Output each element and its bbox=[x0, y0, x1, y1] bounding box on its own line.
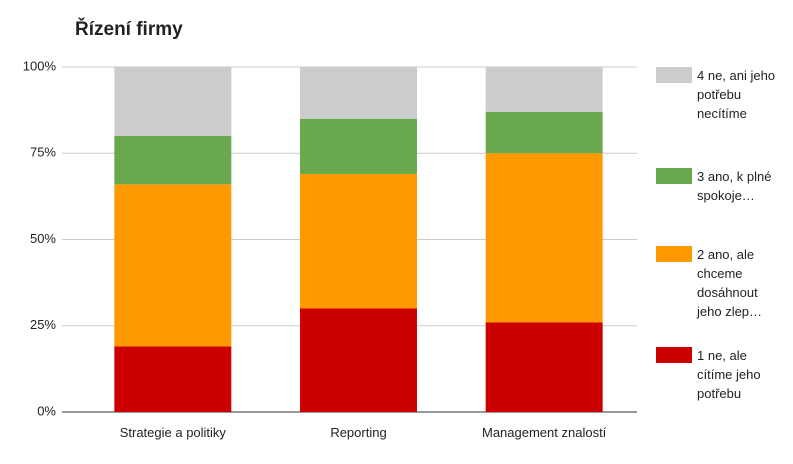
bar-segment bbox=[300, 308, 417, 412]
legend-label: 1 ne, ale cítíme jeho potřebu bbox=[697, 348, 761, 401]
legend-swatch bbox=[656, 347, 692, 363]
legend-swatch bbox=[656, 67, 692, 83]
bar-segment bbox=[114, 67, 232, 136]
chart-title: Řízení firmy bbox=[75, 18, 183, 40]
legend-swatch bbox=[656, 168, 692, 184]
x-tick-label: Reporting bbox=[330, 425, 387, 440]
x-tick-label: Management znalostí bbox=[482, 425, 607, 440]
bar-segment bbox=[114, 136, 232, 185]
legend-label: 2 ano, ale chceme dosáhnout jeho zlep… bbox=[697, 247, 763, 319]
bar-segment bbox=[114, 184, 232, 347]
bar-segment bbox=[485, 322, 603, 412]
bar-segment bbox=[300, 118, 417, 174]
bar-segment bbox=[300, 173, 417, 309]
y-tick-label: 25% bbox=[30, 317, 56, 332]
y-tick-label: 0% bbox=[37, 403, 56, 418]
y-tick-label: 50% bbox=[30, 231, 56, 246]
bar-segment bbox=[300, 67, 417, 119]
legend-label: 4 ne, ani jeho potřebu necítíme bbox=[697, 68, 776, 121]
y-tick-label: 75% bbox=[30, 145, 56, 160]
legend-swatch bbox=[656, 246, 692, 262]
bar-segment bbox=[114, 346, 232, 412]
bar-segment bbox=[485, 111, 603, 154]
y-tick-label: 100% bbox=[23, 58, 57, 73]
bar-segment bbox=[485, 67, 603, 112]
bar-segment bbox=[485, 153, 603, 323]
legend-label: 3 ano, k plné spokoje… bbox=[697, 169, 772, 203]
x-tick-label: Strategie a politiky bbox=[119, 425, 226, 440]
